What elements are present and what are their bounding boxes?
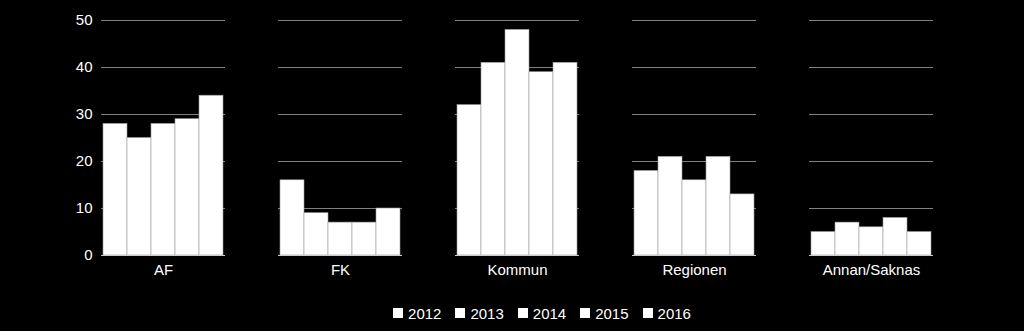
svg-text:Kommun: Kommun (487, 261, 547, 278)
svg-text:40: 40 (76, 58, 93, 75)
html-text:2015: 2015 (595, 304, 629, 322)
html-text:2014: 2014 (532, 304, 567, 322)
svg-text:FK: FK (331, 261, 350, 278)
html-text:2012: 2012 (408, 304, 442, 322)
svg-text:0: 0 (84, 246, 92, 263)
html-text:2016: 2016 (657, 304, 691, 322)
html-text:2013: 2013 (470, 304, 504, 322)
svg-text:20: 20 (76, 152, 93, 169)
svg-text:10: 10 (76, 199, 93, 216)
svg-text:50: 50 (76, 11, 93, 28)
svg-text:Regionen: Regionen (662, 261, 726, 278)
svg-text:30: 30 (76, 105, 93, 122)
svg-text:Annan/Saknas: Annan/Saknas (823, 261, 921, 278)
svg-text:AF: AF (154, 261, 173, 278)
